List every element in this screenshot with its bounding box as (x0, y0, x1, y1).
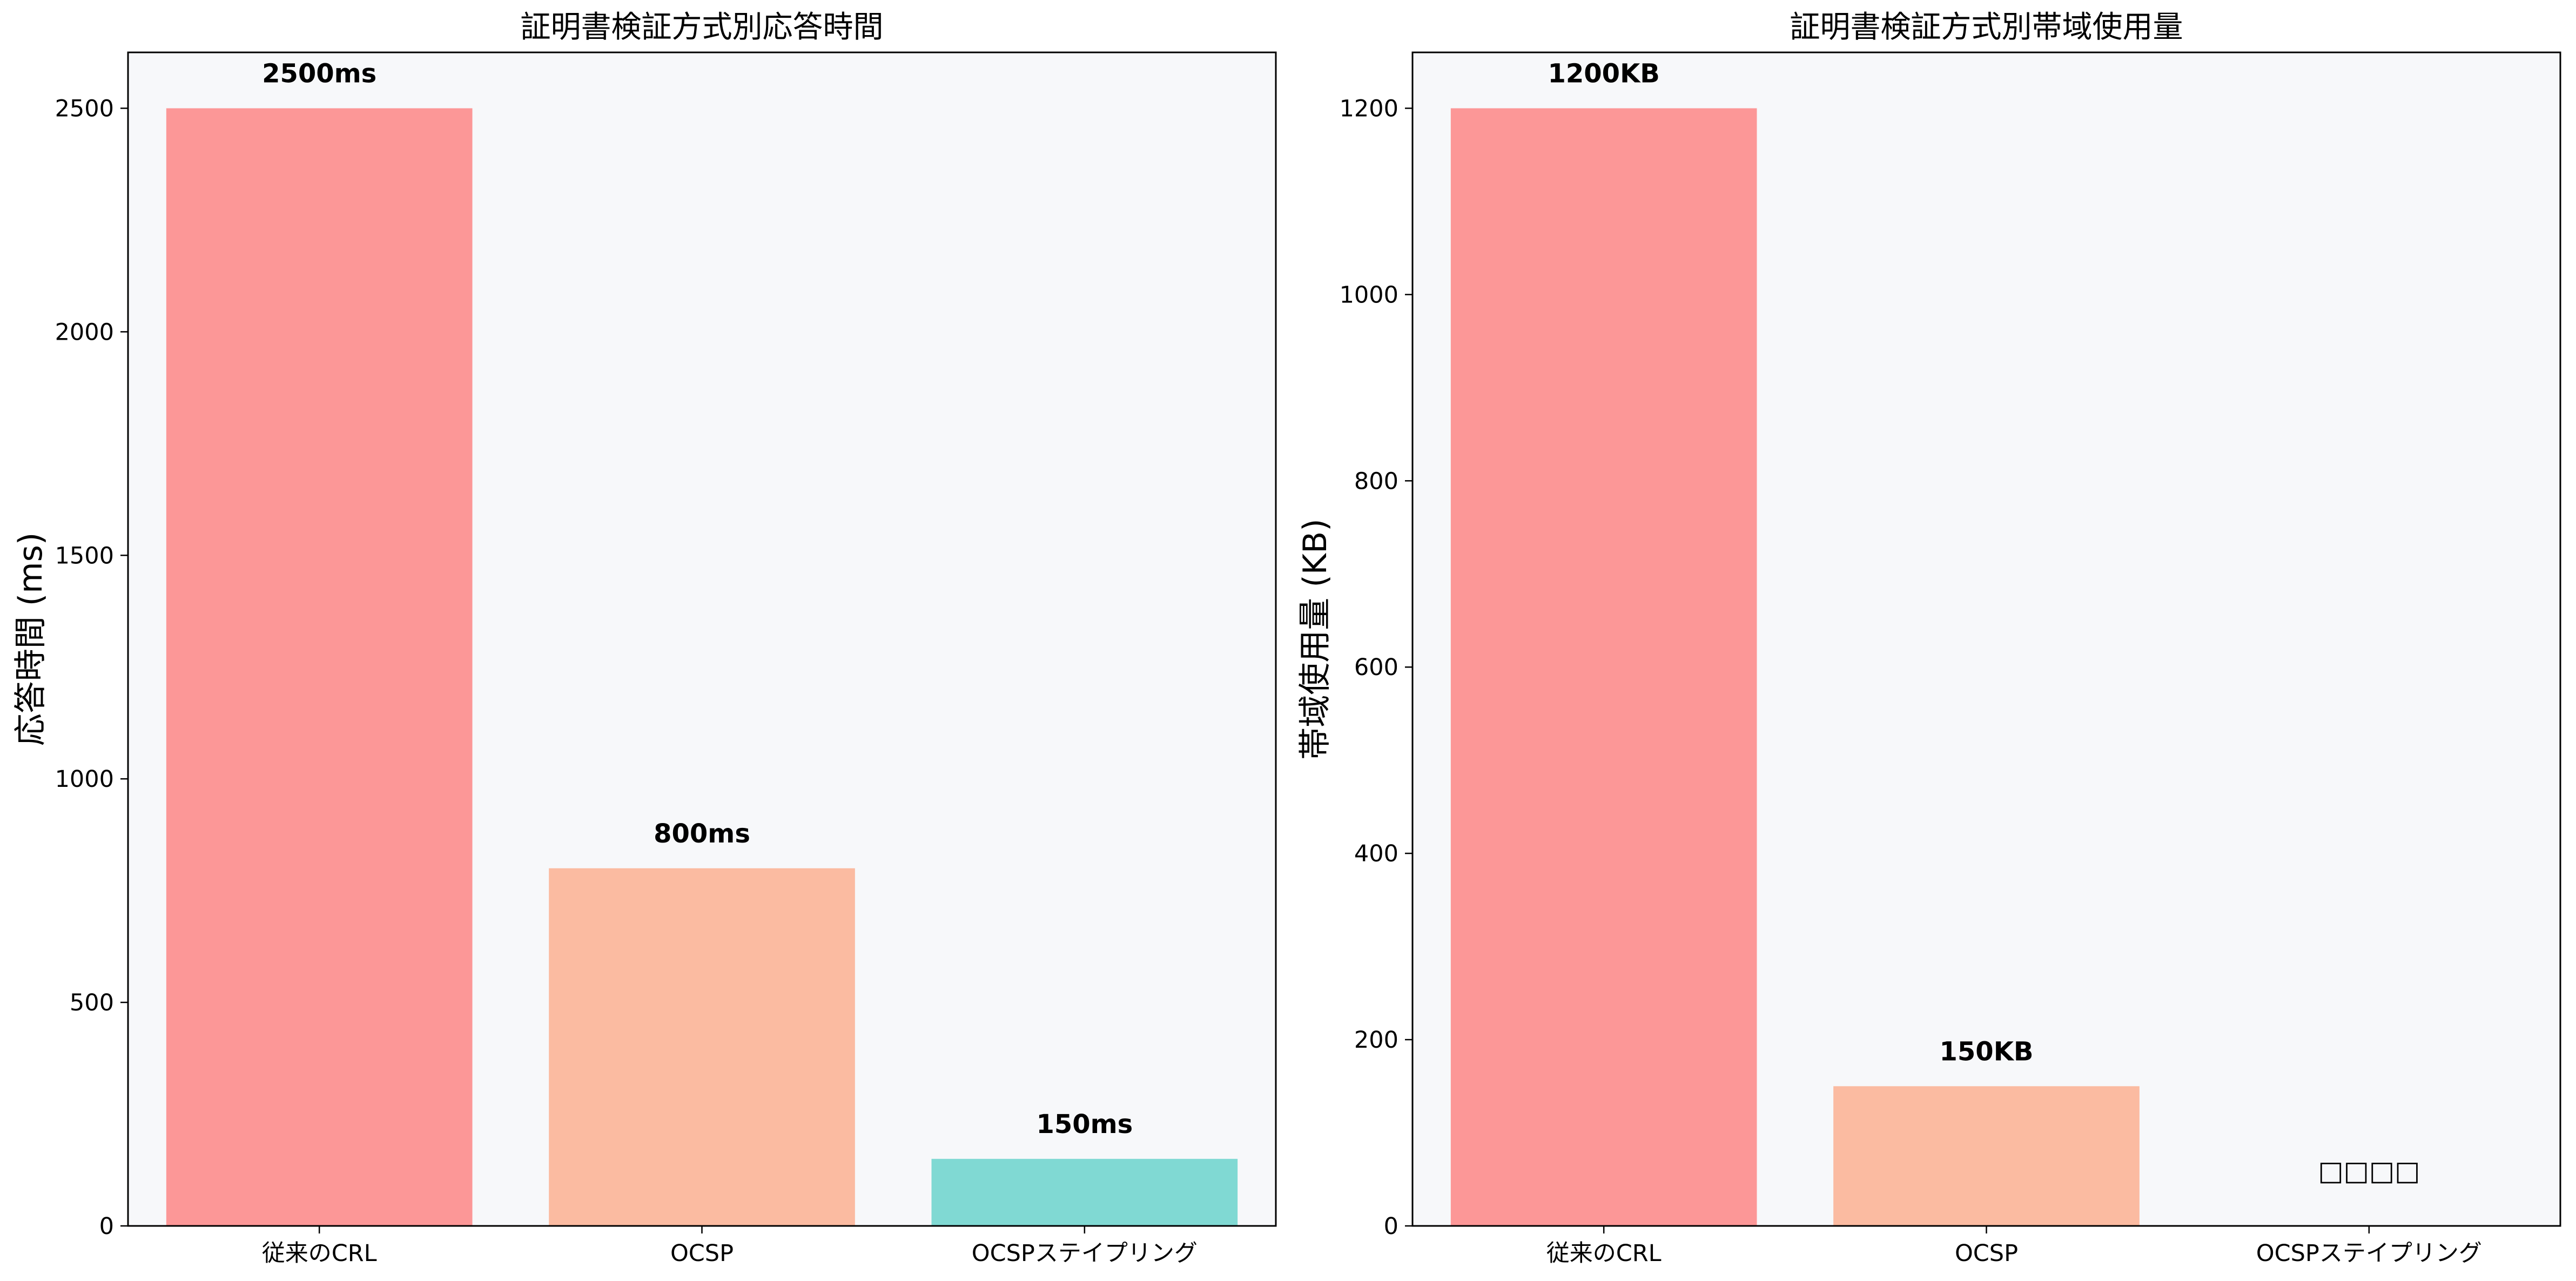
chart-title: 証明書検証方式別応答時間 (521, 10, 884, 45)
y-tick-label-3: 400 (1354, 840, 1398, 867)
chart-1: 2500ms 従来のCRL 800ms OCSP 150ms OCSPステイプリング 0 50… (12, 10, 1277, 1267)
bar-2 (1833, 1086, 2140, 1226)
data-label-1: 2500ms (262, 58, 376, 89)
data-label-1: 1200KB (1548, 58, 1659, 89)
plot-frame (1411, 51, 2561, 1227)
chart-2: 1200KB 従来のCRL 150KB OCSP □□□□ OCSPステイプリング 0 200… (1296, 10, 2561, 1267)
y-tick-label-5: 800 (1354, 468, 1398, 495)
plot-frame (127, 51, 1277, 1227)
y-tick-label-1: 0 (99, 1213, 114, 1240)
data-label-2: 800ms (654, 819, 750, 849)
x-tick-label-2: OCSP (1955, 1240, 2018, 1267)
y-tick-label-7: 1200 (1340, 95, 1398, 122)
x-tick-label-3: OCSPステイプリング (2256, 1240, 2482, 1267)
data-label-3: □□□□ (2318, 1155, 2420, 1186)
x-tick-label-3: OCSPステイプリング (972, 1240, 1198, 1267)
data-label-2: 150KB (1940, 1036, 2034, 1067)
y-tick-label-4: 600 (1354, 654, 1398, 681)
y-tick-label-6: 2500 (55, 95, 114, 122)
bar-2 (549, 868, 855, 1226)
x-tick-label-1: 従来のCRL (1546, 1240, 1662, 1267)
y-axis-label: 帯域使用量 (KB) (1296, 518, 1334, 759)
y-axis-label: 応答時間 (ms) (12, 532, 50, 746)
x-tick-label-1: 従来のCRL (262, 1240, 377, 1267)
x-tick-label-2: OCSP (670, 1240, 734, 1267)
data-label-3: 150ms (1036, 1109, 1133, 1140)
y-tick-label-4: 1500 (55, 542, 114, 569)
bar-1 (166, 108, 473, 1226)
y-tick-label-5: 2000 (55, 319, 114, 346)
y-tick-label-3: 1000 (55, 766, 114, 793)
bar-1 (1450, 108, 1757, 1226)
y-tick-label-6: 1000 (1340, 281, 1398, 308)
y-tick-label-2: 200 (1354, 1027, 1398, 1054)
bar-3 (931, 1158, 1238, 1226)
y-tick-label-1: 0 (1384, 1213, 1398, 1240)
chart-title: 証明書検証方式別帯域使用量 (1790, 10, 2183, 45)
y-tick-label-2: 500 (70, 989, 114, 1016)
